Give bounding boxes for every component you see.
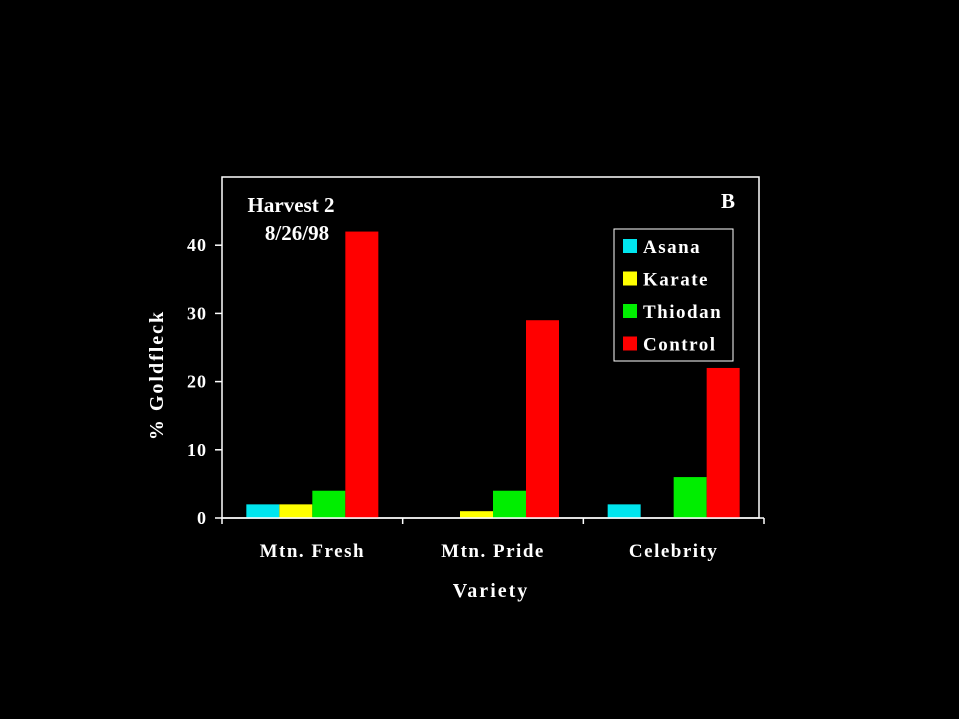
bar-control-3 <box>706 367 740 518</box>
x-tick-label: Mtn. Fresh <box>260 541 365 562</box>
bar-karate-2 <box>460 511 493 518</box>
y-axis-title: % Goldfleck <box>146 310 168 440</box>
x-ticks: Mtn. Fresh Mtn. Pride Celebrity <box>221 518 765 562</box>
legend-label-karate: Karate <box>643 270 709 291</box>
legend: Asana Karate Thiodan Control <box>613 228 734 362</box>
harvest-date: 8/26/98 <box>265 221 329 245</box>
legend-label-control: Control <box>643 335 716 356</box>
legend-swatch-asana <box>623 239 637 253</box>
panel-label: B <box>721 189 735 213</box>
bar-asana-1 <box>246 504 280 518</box>
bars <box>246 231 740 518</box>
y-ticks: 0 10 20 30 40 <box>187 235 222 528</box>
legend-swatch-control <box>623 336 637 351</box>
bar-asana-3 <box>607 504 641 518</box>
y-tick-label: 20 <box>187 372 207 392</box>
bar-karate-1 <box>279 504 313 518</box>
bar-control-1 <box>345 231 379 518</box>
harvest-label: Harvest 2 <box>248 193 335 217</box>
y-tick-label: 40 <box>187 235 207 255</box>
bar-control-2 <box>526 320 559 518</box>
legend-swatch-thiodan <box>623 304 637 318</box>
bar-thiodan-1 <box>312 490 346 518</box>
legend-label-asana: Asana <box>643 237 701 258</box>
legend-swatch-karate <box>623 271 637 286</box>
legend-label-thiodan: Thiodan <box>643 302 722 323</box>
x-tick-label: Mtn. Pride <box>441 541 545 562</box>
y-tick-label: 30 <box>187 303 207 323</box>
bar-thiodan-3 <box>673 477 707 518</box>
y-tick-label: 0 <box>197 508 207 528</box>
y-tick-label: 10 <box>187 440 207 460</box>
bar-thiodan-2 <box>493 490 526 518</box>
x-tick-label: Celebrity <box>629 541 718 562</box>
x-axis-title: Variety <box>453 580 530 602</box>
